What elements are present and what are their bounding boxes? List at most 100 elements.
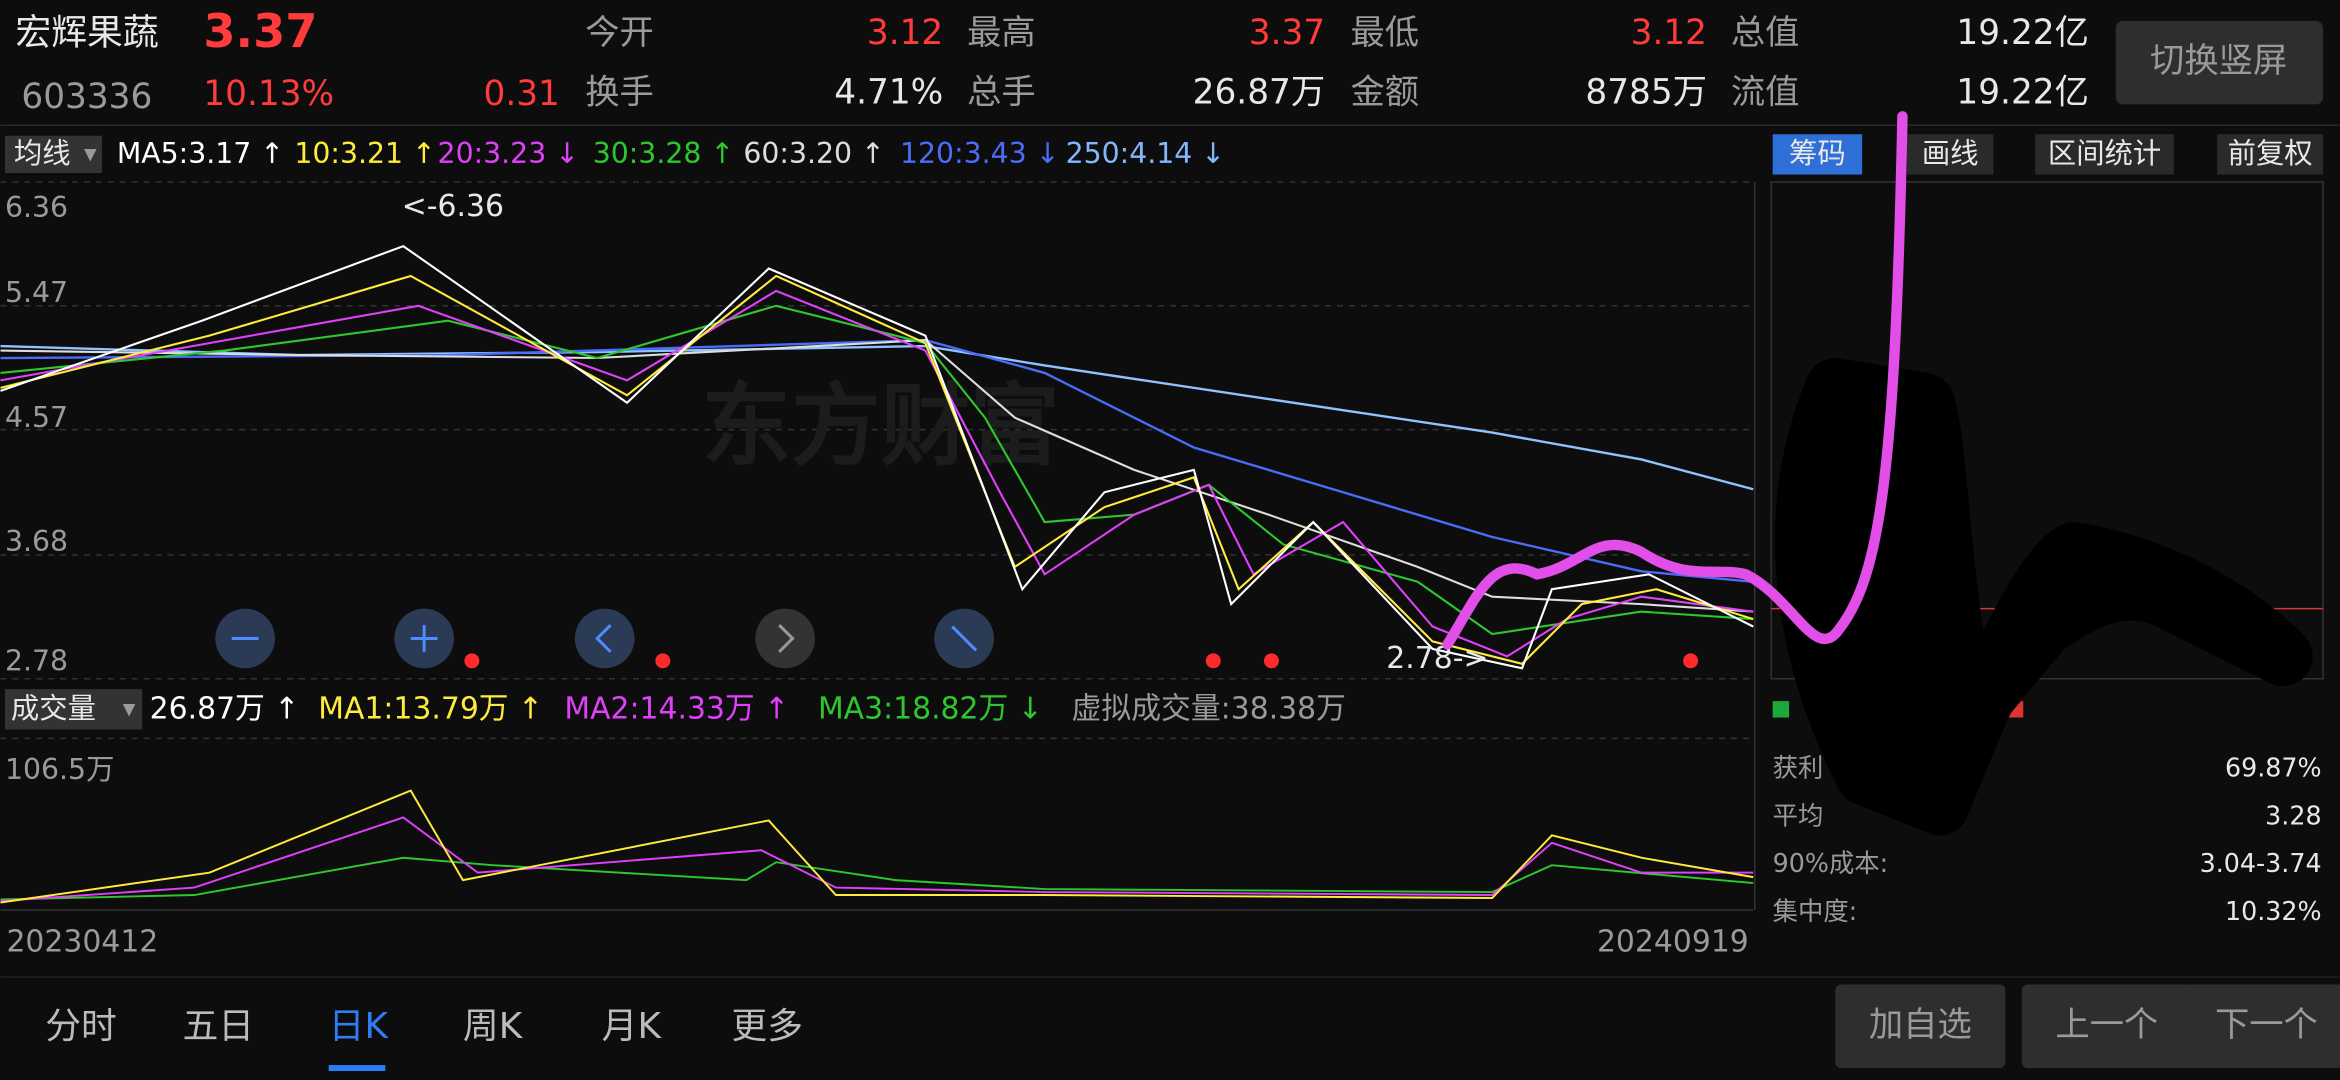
volume-item: MA2:14.33万 ↑: [564, 692, 789, 727]
ma-item: 20:3.23 ↓: [438, 137, 579, 170]
watermark: 东方财富: [702, 375, 1060, 479]
volume-item: MA1:13.79万 ↑: [318, 692, 543, 727]
stat-value: 3.12: [1631, 13, 1707, 53]
vol-ma2: [0, 816, 1754, 902]
price-axis-label: 3.68: [5, 525, 68, 558]
price-axis-label: 5.47: [5, 276, 68, 309]
pan-right[interactable]: [755, 608, 815, 669]
side-tab[interactable]: [1906, 134, 1994, 175]
action-button-label: 加自选: [1869, 1005, 1972, 1045]
action-button[interactable]: [2181, 984, 2340, 1069]
volume-selector[interactable]: [4, 689, 143, 730]
action-button[interactable]: [1835, 984, 2006, 1069]
volume-items: 26.87万 ↑ MA1:13.79万 ↑ MA2:14.33万 ↑ MA3:18.8…: [150, 692, 1346, 727]
stat-label: 换手: [585, 72, 654, 112]
vol-ma3: [0, 856, 1754, 901]
stat-label: 最高: [967, 13, 1036, 53]
stat-value: 26.87万: [1193, 72, 1325, 112]
high-annotation: <-6.36: [402, 189, 504, 224]
ma60-line: [0, 339, 1754, 613]
ma-selector[interactable]: [4, 135, 102, 174]
side-tab[interactable]: [2217, 134, 2324, 175]
change: 0.31: [484, 74, 560, 114]
stat-value: 4.71%: [834, 72, 943, 112]
ma-item: 30:3.28 ↑: [593, 137, 734, 170]
action-button[interactable]: [2021, 984, 2192, 1069]
bottom-buttons: 加自选 上一个 下一个: [1835, 984, 2340, 1069]
volume-axis-label: 106.5万: [5, 753, 114, 786]
magenta-scribble: [1442, 111, 1908, 650]
stat-label: 今开: [585, 13, 654, 53]
chip-label: 集中度:: [1773, 896, 1858, 926]
stat-label: 总值: [1731, 13, 1800, 53]
active-tab-indicator: [328, 1065, 386, 1072]
side-tab-label: 前复权: [2228, 137, 2313, 170]
side-tab[interactable]: [1772, 134, 1863, 175]
ma5-line: [0, 244, 1754, 670]
ma20-line: [0, 289, 1754, 658]
rotate-button[interactable]: [2115, 20, 2324, 105]
volume-item: 26.87万 ↑: [150, 692, 300, 727]
bottom-tab[interactable]: 分时: [45, 1006, 117, 1047]
end-date: 20240919: [1597, 924, 1749, 959]
price-axis-label: 2.78: [5, 644, 68, 677]
action-button-label: 下一个: [2215, 1005, 2318, 1045]
chip-label: 90%成本:: [1773, 848, 1889, 878]
ma250-line: [0, 344, 1754, 491]
stat-label: 流值: [1731, 72, 1800, 112]
chip-stats: 获利 69.87% 平均 3.28 90%成本: 3.04-3.74 集中度: 10.32%: [1773, 753, 2322, 926]
bottom-tabs: 分时 五日 日K 周K 月K 更多: [45, 1006, 803, 1047]
ma10-line: [0, 274, 1754, 665]
chip-value: 10.32%: [2225, 896, 2322, 926]
side-tab[interactable]: [2035, 134, 2174, 175]
side-tab-label: 区间统计: [2048, 137, 2161, 170]
price-axis-label: 4.57: [5, 401, 68, 434]
stat-label: 金额: [1350, 72, 1419, 112]
start-date: 20230412: [6, 924, 158, 959]
stat-label: 总手: [967, 72, 1036, 112]
stock-price: 3.37: [203, 4, 317, 58]
control-icons: [231, 623, 978, 653]
rotate-button-label: 切换竖屏: [2150, 41, 2287, 81]
side-tab-label: 画线: [1922, 137, 1979, 170]
bottom-tab[interactable]: 更多: [731, 1006, 803, 1047]
ma-items: MA5:3.17 ↑ 10:3.21 ↑ 20:3.23 ↓ 30:3.28 ↑ 60:…: [117, 137, 1225, 170]
event-dots: [464, 653, 1699, 669]
ma-item: 10:3.21 ↑: [294, 137, 435, 170]
side-tab-label: 筹码: [1789, 137, 1846, 170]
stat-value: 3.37: [1249, 13, 1325, 53]
bottom-tab[interactable]: 日K: [329, 1006, 390, 1047]
ma-selector-label: 均线: [14, 137, 71, 170]
ma-item: 60:3.20 ↑: [743, 137, 884, 170]
chip-label: 获利: [1773, 753, 1824, 783]
dropdown-arrow: ▼: [123, 700, 136, 719]
low-annotation: 2.78->: [1386, 641, 1488, 676]
volume-item: 虚拟成交量:38.38万: [1072, 692, 1346, 727]
bottom-tab[interactable]: 月K: [602, 1006, 663, 1047]
action-button-label: 上一个: [2055, 1005, 2158, 1045]
ma120-line: [0, 338, 1754, 583]
ma-item: 120:3.43 ↓: [900, 137, 1059, 170]
dropdown-arrow: ▼: [84, 145, 97, 164]
black-scribble: [1774, 358, 2313, 836]
legend-green: [1772, 701, 1790, 718]
change-pct: 10.13%: [203, 74, 334, 114]
chip-value: 3.04-3.74: [2200, 848, 2322, 878]
stat-label: 最低: [1350, 13, 1419, 53]
stat-value: 19.22亿: [1956, 72, 2088, 112]
pan-left[interactable]: [574, 608, 635, 669]
stat-value: 3.12: [867, 13, 943, 53]
stat-value: 8785万: [1585, 72, 1707, 112]
chip-label: 平均: [1773, 800, 1824, 830]
ma-item: 250:4.14 ↓: [1066, 137, 1225, 170]
volume-item: MA3:18.82万 ↓: [818, 692, 1043, 727]
volume-selector-label: 成交量: [11, 692, 96, 725]
price-axis-label: 6.36: [5, 191, 68, 224]
bottom-tab[interactable]: 周K: [463, 1006, 524, 1047]
chip-panel: [1770, 181, 2324, 680]
vol-ma1: [0, 789, 1754, 904]
bottom-tab[interactable]: 五日: [182, 1006, 254, 1047]
stat-value: 19.22亿: [1956, 13, 2088, 53]
